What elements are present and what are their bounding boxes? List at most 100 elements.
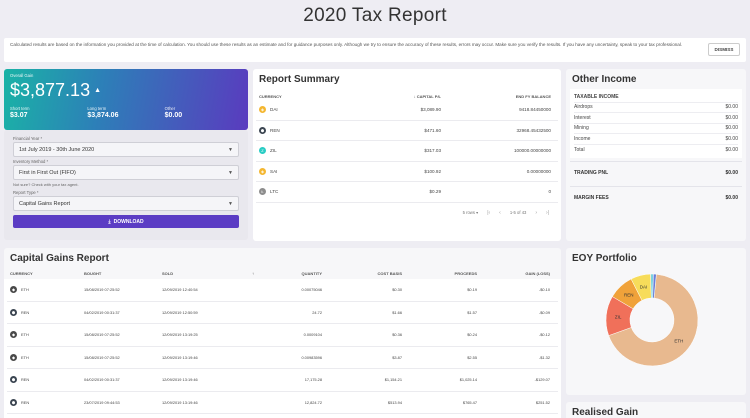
income-row: Income $0.00 (574, 134, 738, 145)
eth-icon: ◆ (10, 331, 17, 339)
other-label: Other (164, 106, 176, 111)
income-value: $0.00 (725, 135, 738, 142)
cg-col-currency: CURRENCY (10, 270, 33, 276)
cg-proceeds: $1.57 (467, 309, 477, 315)
donut-label: ETH (674, 338, 683, 343)
other-value: $0.00 (164, 112, 183, 119)
income-label: Income (574, 135, 591, 142)
total-value: $0.00 (725, 146, 738, 153)
next-page-icon[interactable]: › (535, 209, 538, 216)
download-button[interactable]: ⤓ DOWNLOAD (13, 215, 239, 228)
page-title: 2020 Tax Report (303, 5, 447, 26)
realised-gain-title: Realised Gain (572, 407, 639, 418)
summary-currency: SAI (270, 168, 278, 174)
disclaimer-banner: Calculated results are based on the info… (4, 38, 746, 62)
capital-gains-card: Capital Gains Report CURRENCY BOUGHT SOLD … (4, 248, 561, 418)
last-page-icon[interactable]: ›| (546, 209, 549, 216)
income-label: Airdrops (574, 104, 593, 111)
report-summary-card: Report Summary CURRENCY ↓ CAPITAL P/L EN… (253, 69, 561, 241)
capital-gains-header: CURRENCY BOUGHT SOLD ↑ QUANTITY COST BASIS PR… (10, 270, 550, 276)
short-term-value: $3.07 (10, 112, 28, 119)
summary-pagination: 5 rows ▾ |‹ ‹ 1-5 of 43 › ›| (253, 203, 561, 216)
summary-currency: DAI (270, 107, 278, 113)
report-summary-title: Report Summary (259, 74, 340, 85)
cg-col-quantity: QUANTITY (301, 270, 322, 276)
cg-bought: 04/02/2019 00:31:37 (84, 309, 120, 315)
cg-proceeds: $0.19 (467, 287, 477, 293)
sai-icon: ◈ (259, 167, 266, 175)
income-row: Interest $0.00 (574, 113, 738, 124)
inventory-method-select[interactable]: First in First Out (FIFO) ▼ (13, 165, 239, 180)
cg-col-bought: BOUGHT (84, 270, 102, 276)
cg-currency: REN (21, 399, 30, 405)
inventory-method-label: Inventory Method * (13, 159, 49, 164)
cg-proceeds: $0.24 (467, 332, 477, 338)
cg-cost-basis: $513.94 (387, 399, 402, 405)
chevron-down-icon: ▼ (228, 200, 233, 207)
cg-proceeds: $765.47 (462, 399, 477, 405)
col-capital-pl[interactable]: ↓ CAPITAL P/L (413, 93, 441, 99)
cg-sold: 12/09/2019 13:19:46 (162, 399, 198, 405)
download-icon: ⤓ (108, 218, 111, 225)
table-row: ◆ETH 15/08/2019 07:25:52 12/09/2019 13:3… (7, 414, 558, 418)
cg-col-sold[interactable]: SOLD (162, 270, 174, 276)
summary-capital-pl: $471.60 (424, 127, 441, 133)
ltc-icon: Ł (259, 188, 266, 196)
cg-cost-basis: $1.66 (392, 309, 402, 315)
summary-capital-pl: $100.92 (424, 168, 441, 174)
cg-proceeds: $1,025.14 (459, 377, 477, 383)
col-capital-pl-label: CAPITAL P/L (416, 93, 441, 99)
donut-slice-other[interactable] (652, 273, 657, 299)
donut-slice-eth[interactable] (608, 273, 699, 367)
income-value: $0.00 (725, 125, 738, 132)
prev-page-icon[interactable]: ‹ (499, 209, 501, 216)
financial-year-select[interactable]: 1st July 2019 - 30th June 2020 ▼ (13, 142, 239, 157)
eoy-portfolio-card: EOY Portfolio ETH ZIL REN DAI (566, 248, 746, 395)
ren-icon: ⬢ (10, 308, 17, 316)
margin-fees-label: MARGIN FEES (574, 194, 609, 201)
cg-col-proceeds: PROCEEDS (454, 270, 477, 276)
summary-row: ◈ DAI $3,089.90 9418.84450000 (256, 100, 558, 121)
other-income-card: Other Income TAXABLE INCOME Airdrops $0.0… (566, 69, 746, 241)
trading-pnl-label: TRADING PNL (574, 169, 609, 176)
taxable-income-label: TAXABLE INCOME (574, 93, 619, 100)
dismiss-button[interactable]: DISMISS (708, 43, 740, 56)
margin-fees-row: MARGIN FEES $0.00 (570, 186, 742, 208)
cg-gain-loss: -$129.07 (534, 377, 550, 383)
income-label: Mining (574, 125, 589, 132)
summary-end-balance: 0 (548, 189, 551, 195)
rows-per-page-select[interactable]: 5 rows ▾ (462, 210, 479, 215)
report-settings-panel: Financial Year * 1st July 2019 - 30th Ju… (4, 130, 248, 240)
report-type-label: Report Type * (13, 190, 39, 195)
cg-gain-loss: -$0.12 (538, 332, 550, 338)
cg-sold: 12/09/2019 13:19:46 (162, 354, 198, 360)
rows-per-page-value: 5 rows (462, 210, 475, 215)
table-row: ⬢ REN 04/02/2019 00:31:37 12/09/2019 12:5… (7, 302, 558, 324)
cg-bought: 23/07/2019 09:44:53 (84, 399, 120, 405)
trading-pnl-value: $0.00 (725, 169, 738, 176)
report-type-select[interactable]: Capital Gains Report ▼ (13, 196, 239, 211)
cg-cost-basis: $0.36 (392, 332, 402, 338)
total-label: Total (574, 146, 585, 153)
cg-gain-loss: $251.52 (535, 399, 550, 405)
eoy-portfolio-title: EOY Portfolio (572, 253, 637, 264)
cg-quantity: 0.00075046 (301, 287, 322, 293)
summary-capital-pl: $3,089.90 (420, 107, 441, 113)
cg-currency: ETH (21, 354, 29, 360)
page-range: 1-5 of 43 (509, 210, 527, 215)
col-end-balance: END FY BALANCE (515, 93, 551, 99)
cg-proceeds: $2.55 (467, 354, 477, 360)
donut-label: DAI (640, 285, 648, 290)
cg-quantity: 0.00983596 (301, 354, 322, 360)
cg-bought: 15/08/2019 07:25:52 (84, 287, 120, 293)
financial-year-value: 1st July 2019 - 30th June 2020 (19, 146, 95, 153)
zil-icon: Z (259, 147, 266, 155)
donut-label: REN (624, 293, 634, 298)
income-row: Airdrops $0.00 (574, 103, 738, 113)
income-total-row: Total $0.00 (574, 145, 738, 156)
cg-currency: ETH (21, 287, 29, 293)
cg-sold: 12/09/2019 12:50:59 (162, 309, 198, 315)
first-page-icon[interactable]: |‹ (487, 209, 491, 216)
summary-row: Z ZIL $317.03 100000.00000000 (256, 141, 558, 162)
summary-row: ◈ SAI $100.92 0.00000000 (256, 162, 558, 182)
